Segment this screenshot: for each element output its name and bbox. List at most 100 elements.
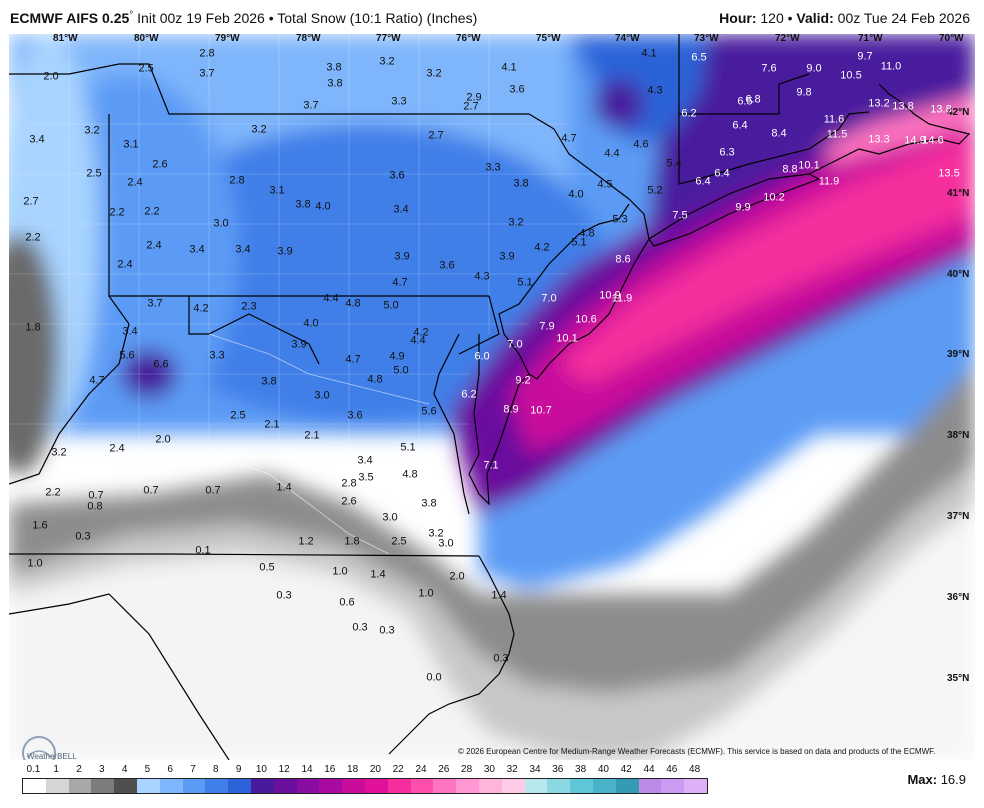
snow-value-label: 1.0 [332, 565, 348, 578]
snow-value-label: 13.2 [868, 97, 890, 110]
snow-value-label: 2.4 [117, 258, 133, 271]
snow-value-label: 3.2 [379, 55, 395, 68]
snow-value-label: 14.6 [922, 134, 944, 147]
snow-value-label: 7.0 [541, 292, 557, 305]
legend-swatch [387, 779, 411, 793]
snow-value-label: 13.5 [938, 167, 960, 180]
snow-value-label: 8.8 [782, 163, 798, 176]
max-label: Max: [907, 772, 938, 787]
snow-value-label: 10.9 [599, 289, 621, 302]
hour-value: 120 [760, 10, 784, 26]
legend-tick: 2 [76, 764, 82, 775]
legend-swatch [684, 779, 707, 793]
valid-value: 00z Tue 24 Feb 2026 [837, 10, 970, 26]
snow-value-label: 3.2 [251, 123, 267, 136]
legend-swatch [250, 779, 274, 793]
snow-value-label: 11.5 [826, 128, 848, 141]
snow-value-label: 4.7 [89, 374, 105, 387]
legend-tick: 30 [483, 764, 495, 775]
lat-label: 42°N [947, 107, 970, 118]
max-value: Max: 16.9 [907, 772, 966, 787]
snow-value-label: 3.9 [499, 250, 515, 263]
legend-tick: 48 [689, 764, 701, 775]
snow-value-label: 2.8 [229, 174, 245, 187]
lon-label: 72°W [775, 34, 800, 44]
legend-swatch [205, 779, 229, 793]
snow-value-label: 0.3 [75, 530, 91, 543]
legend-tick: 24 [415, 764, 427, 775]
snow-value-label: 4.9 [389, 350, 405, 363]
snow-value-label: 3.7 [147, 297, 163, 310]
snow-value-label: 3.0 [438, 537, 454, 550]
snow-value-label: 5.6 [421, 405, 437, 418]
lon-label: 70°W [939, 34, 964, 44]
valid-label: Valid: [796, 10, 834, 26]
legend-tick: 32 [506, 764, 518, 775]
snow-value-label: 3.8 [421, 497, 437, 510]
snow-value-label: 3.5 [358, 471, 374, 484]
snow-value-label: 0.6 [339, 596, 355, 609]
lat-label: 35°N [947, 673, 970, 684]
snow-value-label: 0.5 [259, 561, 275, 574]
snow-value-label: 4.8 [367, 373, 383, 386]
lat-label: 41°N [947, 188, 970, 199]
snow-value-label: 9.2 [515, 374, 531, 387]
legend-swatch [45, 779, 69, 793]
legend-swatch [638, 779, 662, 793]
snow-value-label: 3.1 [123, 138, 139, 151]
init-time: Init 00z 19 Feb 2026 [137, 10, 265, 26]
snow-value-label: 4.1 [641, 47, 657, 60]
snow-value-label: 2.8 [341, 477, 357, 490]
snow-value-label: 3.8 [513, 177, 529, 190]
snow-value-label: 2.5 [230, 409, 246, 422]
legend-swatch [592, 779, 616, 793]
snow-value-label: 2.1 [264, 418, 280, 431]
legend-swatch [159, 779, 183, 793]
header-bar: ECMWF AIFS 0.25° Init 00z 19 Feb 2026 • … [0, 0, 984, 34]
snow-value-label: 4.2 [193, 302, 209, 315]
legend-swatch [23, 779, 46, 793]
snow-value-label: 6.5 [691, 51, 707, 64]
legend-swatch [296, 779, 320, 793]
snow-value-label: 3.7 [303, 99, 319, 112]
snow-value-label: 9.0 [806, 62, 822, 75]
snow-value-label: 2.3 [241, 300, 257, 313]
legend-swatch [91, 779, 115, 793]
legend-swatch [342, 779, 365, 793]
snow-value-label: 1.8 [344, 535, 360, 548]
map-title: ECMWF AIFS 0.25° Init 00z 19 Feb 2026 • … [10, 10, 477, 26]
snow-value-label: 3.2 [508, 216, 524, 229]
valid-time: Hour: 120 • Valid: 00z Tue 24 Feb 2026 [719, 10, 970, 26]
snow-value-label: 3.8 [295, 198, 311, 211]
snow-value-label: 0.7 [88, 489, 104, 502]
snow-value-label: 4.7 [561, 132, 577, 145]
snow-value-label: 5.1 [517, 276, 533, 289]
snow-value-label: 3.4 [122, 325, 138, 338]
snow-value-label: 2.4 [146, 239, 162, 252]
legend-tick: 12 [278, 764, 290, 775]
snow-value-label: 3.0 [314, 389, 330, 402]
legend-tick: 3 [99, 764, 105, 775]
snow-value-label: 0.3 [379, 624, 395, 637]
snow-value-label: 3.3 [209, 349, 225, 362]
legend-swatch [524, 779, 548, 793]
snow-value-label: 1.0 [418, 587, 434, 600]
lon-label: 74°W [615, 34, 640, 44]
snow-value-label: 10.5 [840, 69, 862, 82]
snow-value-label: 0.3 [352, 621, 368, 634]
snow-value-label: 0.1 [195, 544, 211, 557]
snow-value-label: 3.4 [357, 454, 373, 467]
legend-swatch [228, 779, 251, 793]
snow-value-label: 5.0 [383, 299, 399, 312]
snow-value-label: 11.6 [823, 113, 845, 126]
lat-label: 39°N [947, 349, 970, 360]
snow-value-label: 0.7 [205, 484, 221, 497]
snow-value-label: 0.7 [143, 484, 159, 497]
legend-tick: 6 [167, 764, 173, 775]
snow-value-label: 4.0 [303, 317, 319, 330]
snow-value-label: 4.8 [579, 227, 595, 240]
snow-value-label: 1.2 [298, 535, 314, 548]
snow-value-label: 4.4 [604, 147, 620, 160]
snow-value-label: 5.2 [647, 184, 663, 197]
snow-value-label: 6.2 [461, 388, 477, 401]
